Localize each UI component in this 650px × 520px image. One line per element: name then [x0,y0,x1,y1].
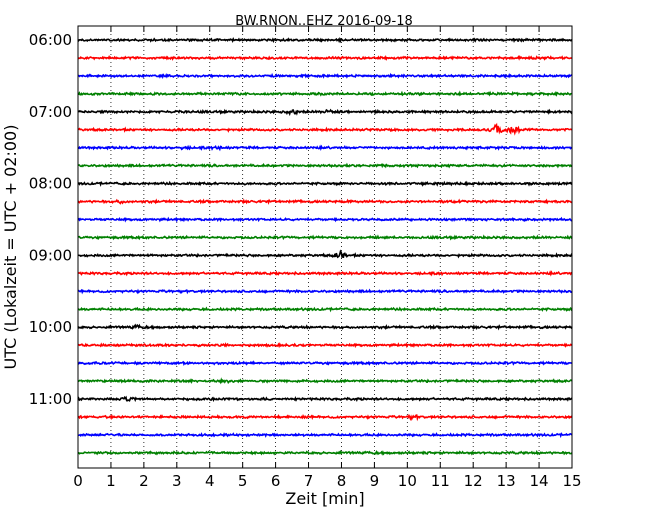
x-axis-label: Zeit [min] [285,489,364,508]
x-tick-label: 8 [337,472,347,490]
trace-line [77,270,573,277]
axis-ticks: 0 1 2 3 4 5 6 7 8 9 10 11 12 13 14 1506:0007:0008:0009:… [29,26,582,490]
x-tick-label: 7 [304,472,314,490]
trace-line [77,55,573,61]
trace-line [77,36,573,44]
y-tick-label: 10:00 [29,318,72,336]
trace-line [77,234,573,241]
y-tick-label: 07:00 [29,103,72,121]
x-tick-label: 9 [370,472,380,490]
x-tick-label: 12 [464,472,483,490]
trace-line [77,323,573,331]
trace-0815 [77,198,573,205]
trace-0715 [77,122,573,136]
trace-1130 [77,432,573,439]
x-tick-label: 5 [238,472,248,490]
trace-line [77,288,573,295]
x-tick-label: 14 [530,472,549,490]
x-tick-label: 0 [73,472,83,490]
x-tick-label: 4 [205,472,215,490]
plot-frame [77,25,573,469]
trace-0645 [77,90,573,97]
trace-line [77,122,573,136]
y-tick-label: 06:00 [29,31,72,49]
x-tick-label: 11 [431,472,450,490]
x-tick-label: 2 [139,472,149,490]
chart-title: BW.RNON..EHZ 2016-09-18 [235,14,413,29]
trace-line [77,72,573,80]
trace-0630 [77,72,573,80]
x-tick-label: 3 [172,472,182,490]
trace-1145 [77,449,573,456]
trace-1030 [77,360,573,366]
trace-line [77,144,573,152]
trace-0845 [77,234,573,241]
trace-line [77,162,573,169]
trace-0900 [77,249,573,260]
trace-line [77,180,573,187]
trace-1015 [77,342,573,349]
trace-line [77,249,573,260]
trace-line [77,198,573,205]
trace-line [77,377,573,385]
trace-0915 [77,270,573,277]
trace-line [77,90,573,97]
trace-1100 [77,395,573,403]
trace-0745 [77,162,573,169]
x-tick-label: 10 [398,472,417,490]
trace-line [77,413,573,422]
grid-lines [110,26,540,468]
trace-0945 [77,306,573,313]
trace-0730 [77,144,573,152]
trace-0800 [77,180,573,187]
trace-line [77,432,573,439]
trace-0600 [77,36,573,44]
x-tick-label: 1 [106,472,116,490]
x-tick-label: 13 [497,472,516,490]
trace-0615 [77,55,573,61]
trace-line [77,216,573,223]
trace-0700 [77,108,573,117]
trace-line [77,306,573,313]
trace-line [77,449,573,456]
trace-1115 [77,413,573,422]
trace-0930 [77,288,573,295]
trace-0830 [77,216,573,223]
y-axis-label: UTC (Lokalzeit = UTC + 02:00) [1,125,20,370]
trace-line [77,360,573,366]
y-tick-label: 09:00 [29,246,72,264]
trace-1045 [77,377,573,385]
trace-line [77,108,573,117]
trace-1000 [77,323,573,331]
trace-line [77,342,573,349]
trace-line [77,395,573,403]
y-tick-label: 08:00 [29,175,72,193]
x-tick-label: 15 [562,472,581,490]
y-tick-label: 11:00 [29,390,72,408]
x-tick-label: 6 [271,472,281,490]
traces [77,36,573,456]
